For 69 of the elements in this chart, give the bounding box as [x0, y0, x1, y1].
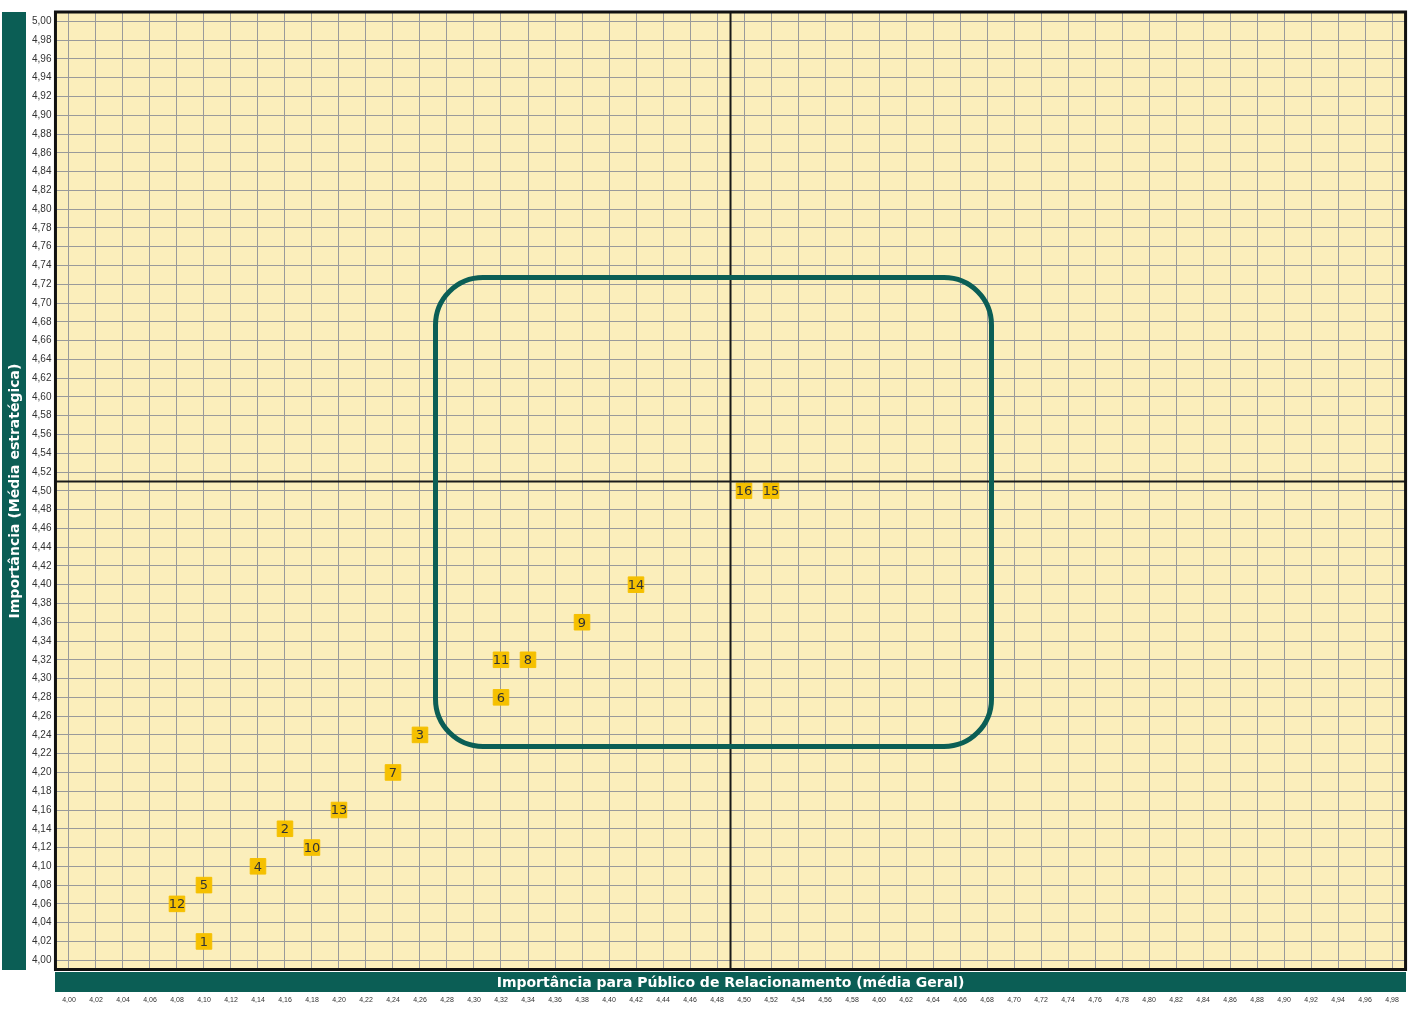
y-tick-label: 4,84: [31, 165, 52, 177]
annotation: 14: [627, 577, 645, 593]
y-tick-label: 4,44: [31, 540, 52, 552]
y-tick-label: 4,20: [31, 766, 52, 778]
y-tick-label: 4,66: [31, 334, 52, 346]
y-tick-label: 4,18: [31, 784, 52, 796]
y-tick-label: 5,00: [31, 15, 52, 27]
annotation: 9: [577, 614, 587, 630]
y-tick-label: 4,76: [31, 240, 52, 252]
annotation: 16: [735, 483, 753, 499]
y-tick-label: 4,80: [31, 202, 52, 214]
y-tick-label: 4,92: [31, 90, 52, 102]
y-tick-label: 4,68: [31, 315, 52, 327]
y-tick-label: 4,60: [31, 390, 52, 402]
y-tick-label: 4,00: [31, 953, 52, 965]
y-tick-label: 4,22: [31, 747, 52, 759]
y-tick-label: 4,46: [31, 522, 52, 534]
y-tick-label: 4,06: [31, 897, 52, 909]
y-tick-label: 4,90: [31, 109, 52, 121]
y-tick-label: 4,62: [31, 371, 52, 383]
y-tick-label: 4,26: [31, 709, 52, 721]
y-tick-label: 4,12: [31, 841, 52, 853]
y-tick-label: 4,54: [31, 447, 52, 458]
y-tick-label: 4,98: [31, 33, 52, 45]
y-tick-label: 4,58: [31, 409, 52, 421]
y-tick-label: 4,24: [31, 728, 52, 740]
y-tick-label: 4,56: [31, 428, 52, 440]
annotation: 12: [168, 896, 186, 912]
annotation: 13: [330, 802, 348, 818]
annotation: 11: [492, 652, 510, 668]
y-tick-label: 4,70: [31, 296, 52, 308]
y-tick-label: 4,50: [31, 484, 52, 496]
y-tick-label: 4,88: [31, 127, 52, 139]
x-axis-title: Importância para Público de Relacionamento (média Geral): [55, 971, 1406, 992]
annotation: 1: [199, 933, 209, 949]
annotation: 2: [280, 821, 290, 837]
y-tick-label: 4,82: [31, 184, 52, 196]
annotation: 6: [496, 689, 506, 705]
y-tick-label: 4,10: [31, 860, 52, 872]
annotation: 4: [253, 858, 263, 874]
y-tick-label: 4,52: [31, 465, 52, 477]
annotation: 8: [523, 652, 533, 668]
y-tick-label: 4,28: [31, 691, 52, 703]
y-tick-label: 4,04: [31, 916, 52, 928]
y-tick-label: 4,42: [31, 559, 52, 571]
y-tick-label: 4,36: [31, 615, 52, 627]
annotation: 15: [762, 483, 780, 499]
annotation: 10: [303, 839, 321, 855]
y-tick-label: 4,96: [31, 52, 52, 64]
y-tick-label: 4,08: [31, 878, 52, 890]
y-tick-label: 4,38: [31, 597, 52, 609]
y-tick-label: 4,16: [31, 803, 52, 815]
y-tick-label: 4,78: [31, 221, 52, 233]
y-tick-label: 4,32: [31, 653, 52, 665]
y-tick-label: 4,64: [31, 353, 52, 365]
annotation: 3: [415, 727, 425, 743]
y-tick-label: 4,14: [31, 822, 52, 834]
y-tick-label: 4,48: [31, 503, 52, 515]
y-tick-label: 4,94: [31, 71, 52, 83]
annotation: 7: [388, 764, 398, 780]
y-tick-label: 4,74: [31, 259, 52, 271]
annotation: 5: [199, 877, 209, 893]
y-tick-label: 4,30: [31, 672, 52, 684]
y-tick-label: 4,02: [31, 935, 52, 947]
y-tick-label: 4,34: [31, 634, 52, 646]
y-axis-title: Importância (Média estratégica): [6, 363, 23, 619]
y-tick-label: 4,72: [31, 278, 52, 290]
y-tick-label: 4,40: [31, 578, 52, 590]
y-tick-label: 4,86: [31, 146, 52, 158]
